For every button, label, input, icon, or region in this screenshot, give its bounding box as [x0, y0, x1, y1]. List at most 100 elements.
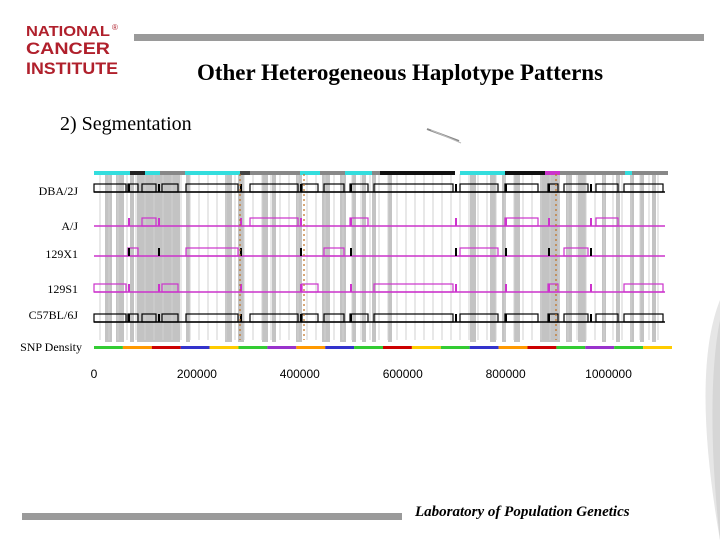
block-marker — [548, 284, 550, 292]
block-marker — [455, 248, 457, 256]
block-marker — [128, 184, 130, 192]
block-marker — [350, 218, 352, 226]
haplotype-block — [623, 183, 664, 193]
block-marker — [240, 314, 242, 322]
haplotype-block — [623, 283, 664, 293]
haplotype-block — [249, 217, 299, 227]
gray-band — [470, 172, 476, 342]
haplotype-block — [563, 247, 589, 257]
haplotype-block — [595, 183, 619, 193]
segment-bar-piece — [250, 171, 300, 175]
block-marker — [240, 284, 242, 292]
density-segment — [151, 346, 181, 349]
block-marker — [505, 284, 507, 292]
axis-tick-label: 600000 — [383, 367, 423, 381]
haplotype-block — [323, 247, 345, 257]
brush-stroke-decoration — [426, 128, 462, 144]
segment-bar-piece — [240, 171, 250, 175]
logo-line-3: INSTITUTE — [26, 59, 118, 78]
haplotype-block — [595, 217, 619, 227]
block-marker — [455, 184, 457, 192]
segment-bar-piece — [545, 171, 560, 175]
haplotype-block — [373, 313, 454, 323]
haplotype-block — [93, 283, 127, 293]
haplotype-block — [459, 313, 499, 323]
haplotype-block — [373, 283, 454, 293]
haplotype-block — [249, 313, 299, 323]
haplotype-block — [459, 247, 499, 257]
segment-bar-piece — [145, 171, 160, 175]
block-marker — [350, 314, 352, 322]
block-marker — [505, 218, 507, 226]
block-marker — [300, 314, 302, 322]
footer-lab-name: Laboratory of Population Genetics — [415, 504, 630, 520]
segment-bar-piece — [460, 171, 505, 175]
haplotype-block — [185, 313, 239, 323]
gray-band — [566, 172, 572, 342]
density-segment — [267, 346, 297, 349]
gray-band — [514, 172, 520, 342]
block-marker — [128, 248, 130, 256]
track-label-129s1: 129S1 — [47, 282, 78, 296]
haplotype-block — [459, 183, 499, 193]
segment-color-bar — [94, 171, 668, 175]
block-marker — [590, 314, 592, 322]
haplotype-block — [323, 313, 345, 323]
haplotype-block — [323, 183, 345, 193]
axis-tick-label: 800000 — [486, 367, 526, 381]
block-marker — [548, 184, 550, 192]
block-marker — [240, 184, 242, 192]
block-marker — [505, 248, 507, 256]
density-segment — [122, 346, 152, 349]
footer-rule — [22, 513, 402, 520]
density-segment — [209, 346, 239, 349]
x-axis: 0 200000 400000 600000 800000 1000000 — [91, 367, 633, 381]
gray-band — [238, 172, 244, 342]
gray-band — [130, 172, 134, 342]
gray-band — [296, 172, 302, 342]
block-marker — [548, 314, 550, 322]
block-marker — [590, 218, 592, 226]
block-marker — [505, 314, 507, 322]
density-segment — [94, 346, 123, 349]
track-label-dba2j: DBA/2J — [38, 184, 78, 198]
haplotype-block — [249, 183, 299, 193]
block-marker — [590, 184, 592, 192]
segment-bar-piece — [372, 171, 380, 175]
nci-logo: NATIONAL CANCER INSTITUTE ® — [26, 23, 118, 78]
logo-line-2: CANCER — [26, 39, 110, 58]
gray-band — [186, 172, 190, 342]
axis-tick-label: 200000 — [177, 367, 217, 381]
gray-band — [372, 172, 376, 342]
density-segment — [643, 346, 672, 349]
density-segment — [411, 346, 441, 349]
header-rule — [134, 34, 704, 41]
density-segment — [585, 346, 615, 349]
track-label-129x1: 129X1 — [45, 247, 78, 261]
block-marker — [455, 284, 457, 292]
block-marker — [158, 314, 160, 322]
density-segment — [556, 346, 586, 349]
density-segment — [614, 346, 644, 349]
block-marker — [300, 248, 302, 256]
gray-band — [502, 172, 506, 342]
block-marker — [158, 218, 160, 226]
density-segment — [527, 346, 557, 349]
track-label-snp-density: SNP Density — [20, 340, 82, 354]
haplotype-block — [373, 183, 454, 193]
density-segment — [498, 346, 528, 349]
gray-band — [616, 172, 620, 342]
block-marker — [590, 248, 592, 256]
logo-line-1: NATIONAL — [26, 23, 110, 40]
density-segment — [440, 346, 470, 349]
density-segment — [238, 346, 268, 349]
haplotype-block — [161, 283, 179, 293]
segment-bar-piece — [625, 171, 632, 175]
slide-title: Other Heterogeneous Haplotype Patterns — [196, 60, 604, 85]
haplotype-figure: 0 200000 400000 600000 800000 1000000 — [91, 171, 672, 381]
block-marker — [158, 284, 160, 292]
haplotype-block — [93, 183, 127, 193]
segment-bar-piece — [345, 171, 372, 175]
gray-band — [652, 172, 656, 342]
gray-band — [272, 172, 276, 342]
